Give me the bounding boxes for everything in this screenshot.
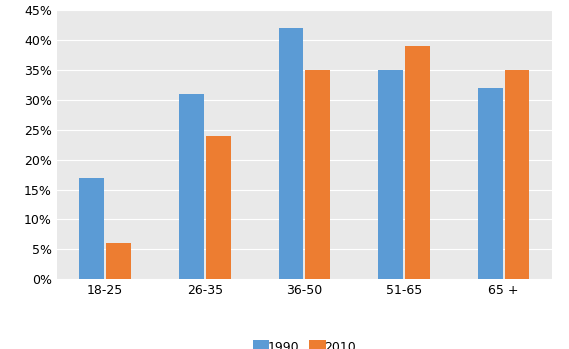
Bar [306, 70, 330, 279]
Bar [505, 70, 529, 279]
Bar [80, 178, 104, 279]
Bar [477, 88, 502, 279]
Bar [405, 46, 430, 279]
Bar [378, 70, 403, 279]
Bar [106, 243, 131, 279]
Bar [179, 94, 204, 279]
Legend: 1990, 2010: 1990, 2010 [248, 336, 361, 349]
Bar [279, 28, 303, 279]
Bar [206, 136, 231, 279]
